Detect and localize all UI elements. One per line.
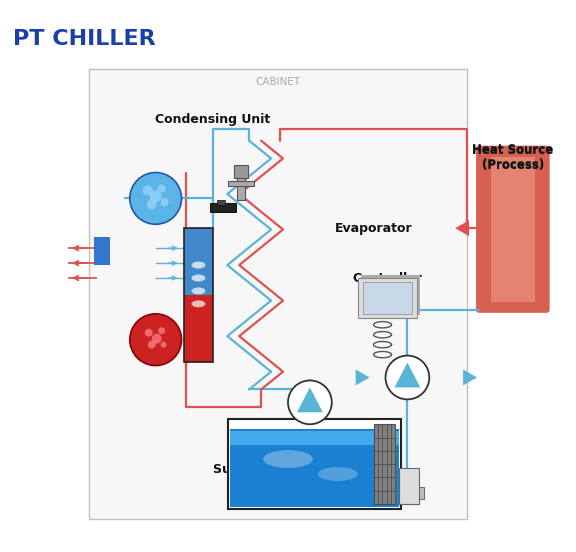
Ellipse shape bbox=[191, 262, 206, 268]
Text: Sump Tank: Sump Tank bbox=[213, 463, 290, 475]
Circle shape bbox=[130, 314, 181, 365]
Polygon shape bbox=[355, 369, 370, 385]
Polygon shape bbox=[395, 363, 420, 388]
Ellipse shape bbox=[318, 467, 358, 481]
Bar bbox=[184, 295, 213, 362]
Bar bbox=[94, 237, 110, 265]
Bar bbox=[89, 69, 467, 519]
Bar bbox=[419, 487, 425, 499]
Polygon shape bbox=[297, 388, 323, 412]
Circle shape bbox=[143, 185, 153, 195]
FancyBboxPatch shape bbox=[476, 146, 550, 313]
Ellipse shape bbox=[191, 300, 206, 307]
Bar bbox=[230, 429, 399, 507]
Text: Pump: Pump bbox=[290, 442, 330, 455]
Text: CABINET: CABINET bbox=[256, 77, 301, 87]
Polygon shape bbox=[463, 369, 477, 385]
Circle shape bbox=[151, 334, 162, 344]
Ellipse shape bbox=[263, 450, 313, 468]
Text: Controller: Controller bbox=[353, 272, 422, 285]
Circle shape bbox=[145, 329, 153, 337]
Bar bbox=[237, 178, 245, 200]
Bar bbox=[184, 228, 213, 362]
Text: PT CHILLER: PT CHILLER bbox=[13, 29, 156, 49]
Bar bbox=[374, 424, 396, 504]
Circle shape bbox=[385, 355, 429, 400]
Bar bbox=[217, 200, 225, 205]
Bar bbox=[184, 228, 213, 295]
Bar bbox=[228, 182, 254, 187]
Text: Condensing Unit: Condensing Unit bbox=[155, 113, 270, 126]
Bar bbox=[361, 275, 420, 315]
Ellipse shape bbox=[191, 288, 206, 294]
Ellipse shape bbox=[191, 274, 206, 282]
Bar bbox=[399, 468, 419, 504]
Text: Heat Source
(Process): Heat Source (Process) bbox=[472, 142, 554, 171]
Bar bbox=[234, 164, 248, 178]
Circle shape bbox=[158, 184, 166, 193]
Polygon shape bbox=[455, 220, 469, 236]
Text: Evaporator: Evaporator bbox=[335, 222, 412, 235]
Text: Heat Source
(Process): Heat Source (Process) bbox=[472, 144, 554, 172]
Circle shape bbox=[150, 190, 162, 203]
Bar bbox=[358, 278, 418, 318]
Circle shape bbox=[288, 380, 332, 424]
Circle shape bbox=[130, 173, 181, 224]
Bar bbox=[228, 420, 401, 509]
Bar bbox=[491, 157, 535, 302]
Circle shape bbox=[147, 199, 157, 209]
Circle shape bbox=[147, 341, 156, 349]
Bar bbox=[210, 203, 236, 213]
Bar bbox=[230, 431, 399, 445]
Circle shape bbox=[161, 342, 166, 348]
Bar bbox=[363, 282, 412, 314]
Circle shape bbox=[158, 327, 165, 334]
Circle shape bbox=[161, 198, 169, 206]
